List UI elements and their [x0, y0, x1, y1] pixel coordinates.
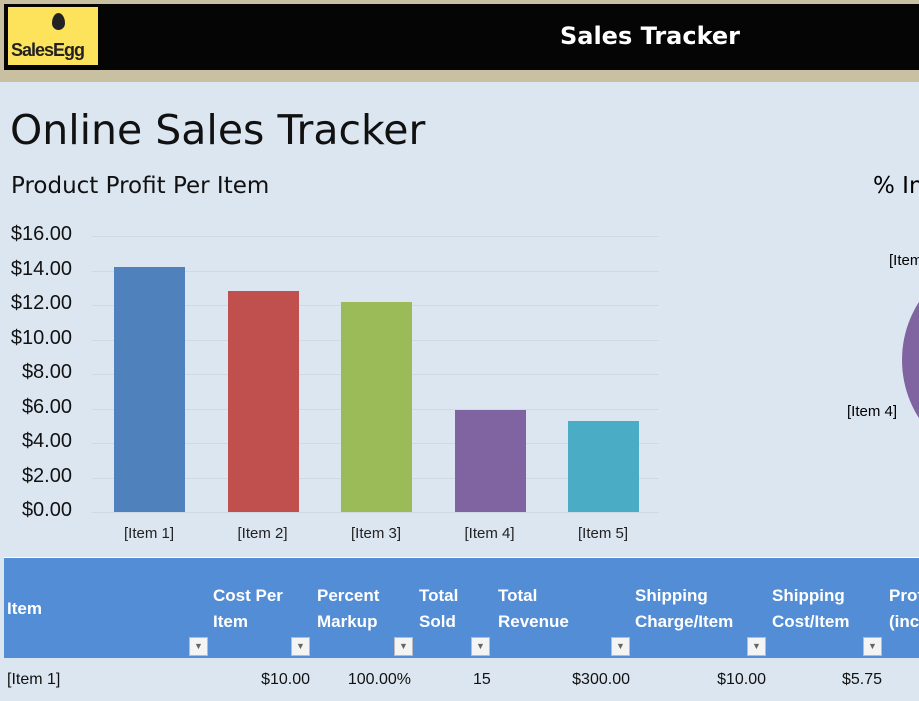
table-cell: $10.00	[717, 671, 766, 688]
x-tick-label: [Item 3]	[350, 525, 402, 542]
bar-1	[114, 267, 185, 512]
filter-dropdown-button[interactable]: ▼	[611, 637, 630, 656]
y-tick-label: $0.00	[21, 499, 72, 521]
header-black	[4, 4, 919, 70]
pie-slice-item-4	[902, 301, 919, 419]
y-tick-label: $12.00	[10, 292, 72, 314]
filter-dropdown-button[interactable]: ▼	[189, 637, 208, 656]
app-title: Sales Tracker	[559, 22, 741, 50]
y-tick-label: $6.00	[21, 395, 72, 418]
y-tick-label: $10.00	[10, 326, 72, 349]
gridline	[92, 236, 659, 237]
x-tick-label: [Item 1]	[123, 525, 175, 542]
header-bar	[0, 0, 919, 82]
y-tick-label: $2.00	[21, 464, 72, 487]
bar-4	[454, 410, 526, 512]
table-cell: [Item 1]	[7, 671, 61, 688]
gridline	[92, 270, 659, 272]
column-header: Shipping Charge/Item	[635, 586, 734, 631]
filter-dropdown-button[interactable]: ▼	[471, 637, 490, 656]
filter-dropdown-button[interactable]: ▼	[747, 637, 766, 656]
bar-3	[341, 302, 412, 512]
chart-title: Product Profit Per Item	[11, 173, 270, 199]
table-cell: 15	[473, 671, 491, 688]
pie-label: [Item 4]	[847, 403, 898, 420]
column-header: Prof (inc	[889, 586, 919, 631]
column-header: Total Sold	[419, 586, 459, 631]
x-tick-label: [Item 2]	[237, 525, 288, 542]
filter-dropdown-button[interactable]: ▼	[863, 637, 882, 656]
saleegg-logo: SalesEgg	[8, 7, 98, 65]
y-tick-label: $16.00	[10, 223, 72, 245]
page-title: Online Sales Tracker	[10, 106, 426, 154]
table-cell: $5.75	[841, 671, 882, 688]
pie-chart-title: % In	[873, 173, 919, 199]
y-tick-label: $14.00	[10, 257, 72, 280]
gridline	[92, 512, 659, 513]
filter-dropdown-button[interactable]: ▼	[394, 637, 413, 656]
pie-chart	[902, 301, 919, 419]
filter-dropdown-button[interactable]: ▼	[291, 637, 310, 656]
table-header	[4, 557, 919, 658]
y-tick-label: $4.00	[21, 430, 72, 452]
logo-text: SalesEgg	[11, 40, 85, 60]
bar-5	[568, 420, 639, 512]
table-cell: 100.00%	[347, 671, 411, 688]
egg-icon	[52, 13, 65, 30]
column-header: Cost Per Item	[213, 586, 283, 631]
column-header: Shipping Cost/Item	[772, 586, 850, 631]
y-tick-label: $8.00	[21, 361, 72, 383]
x-tick-label: [Item 4]	[464, 525, 515, 542]
table-cell: $10.00	[261, 671, 310, 688]
x-tick-label: [Item 5]	[577, 525, 629, 542]
bar-2	[227, 291, 299, 512]
column-header: Item	[7, 599, 42, 618]
table-cell: $300.00	[572, 671, 630, 688]
pie-label: [Item	[889, 252, 919, 269]
column-header: Percent Markup	[317, 586, 380, 631]
column-header: Total Revenue	[498, 586, 569, 631]
